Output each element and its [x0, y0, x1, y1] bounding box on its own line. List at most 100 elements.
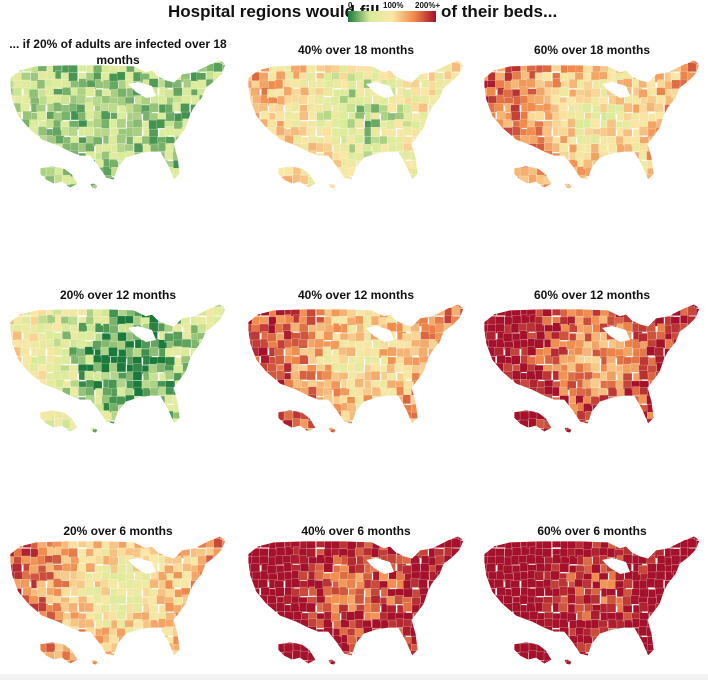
map-region: [258, 644, 268, 654]
map-region: [45, 628, 56, 638]
map-region: [191, 659, 201, 665]
map-region: [291, 184, 302, 189]
map-region: [639, 185, 649, 189]
map-region: [484, 144, 490, 155]
map-region: [205, 111, 216, 121]
map-region: [10, 659, 17, 665]
map-region: [156, 175, 167, 186]
map-region: [10, 167, 16, 177]
map-region: [140, 413, 150, 423]
map-region: [484, 620, 490, 631]
map-region: [521, 443, 530, 445]
map-region: [10, 306, 15, 316]
map-region: [10, 596, 14, 606]
map-region: [583, 444, 592, 445]
map-region: [704, 412, 708, 421]
map-region: [519, 643, 530, 653]
map-region: [694, 119, 700, 130]
map-region: [15, 635, 25, 645]
map-region: [229, 105, 236, 114]
map-region: [694, 380, 700, 390]
map-region: [315, 651, 326, 661]
map-region: [275, 386, 285, 396]
map-region: [118, 175, 128, 185]
map-region: [647, 403, 657, 414]
map-region: [323, 645, 334, 655]
map-region: [248, 346, 253, 356]
map-region: [380, 658, 390, 665]
map-region: [444, 651, 454, 661]
map-region: [607, 176, 617, 186]
map-region: [94, 536, 104, 542]
map-region: [469, 64, 474, 73]
map-region: [704, 112, 708, 121]
map-region: [10, 635, 16, 645]
map-region: [534, 338, 544, 349]
map-region: [623, 402, 634, 412]
map-region: [569, 191, 578, 200]
map-region: [484, 150, 489, 160]
map-region: [468, 112, 474, 121]
map-region: [458, 119, 464, 130]
map-region: [582, 304, 592, 309]
map-region: [229, 127, 236, 136]
map-region: [164, 333, 174, 343]
map-region: [230, 73, 236, 82]
map-region: [655, 627, 665, 637]
map-region: [489, 611, 499, 621]
map-region: [608, 436, 617, 445]
map-region: [45, 643, 56, 653]
map-region: [452, 372, 462, 383]
map-region: [592, 536, 603, 543]
map-region: [452, 177, 462, 187]
map-region: [427, 379, 437, 389]
map-region: [347, 556, 357, 567]
map-region: [15, 661, 25, 665]
map-region: [45, 396, 56, 406]
map-region: [599, 658, 609, 665]
map-region: [426, 650, 436, 661]
map-region: [543, 659, 553, 665]
map-region: [503, 536, 513, 541]
map-region: [149, 634, 160, 644]
map-region: [622, 182, 633, 189]
map-region: [23, 396, 33, 407]
map-region: [582, 536, 592, 541]
map-region: [649, 437, 658, 445]
map-region: [132, 126, 143, 137]
map-region: [511, 411, 521, 421]
map-region: [560, 192, 569, 201]
map-region: [373, 199, 382, 201]
map-region: [20, 579, 30, 589]
map-region: [646, 63, 657, 73]
map-region: [85, 586, 95, 596]
map-region: [220, 556, 226, 566]
map-region: [484, 112, 489, 123]
map-region: [346, 540, 357, 551]
map-region: [497, 396, 507, 407]
map-region: [511, 111, 521, 121]
map-region: [484, 126, 489, 137]
map-region: [20, 387, 31, 397]
map-region: [671, 579, 681, 590]
map-region: [397, 538, 407, 548]
map-region: [428, 619, 439, 630]
map-region: [29, 628, 40, 638]
map-region: [53, 428, 64, 433]
map-region: [248, 611, 255, 622]
us-outline: [483, 303, 701, 425]
map-region: [694, 316, 700, 327]
map-region: [79, 436, 88, 445]
map-region: [132, 429, 143, 433]
map-region: [607, 652, 617, 662]
map-region: [205, 185, 215, 189]
great-lakes: [366, 558, 394, 574]
map-region: [551, 411, 562, 422]
map-region: [615, 152, 625, 162]
map-region: [559, 110, 569, 120]
map-region: [527, 428, 538, 433]
map-region: [118, 429, 128, 433]
map-region: [494, 619, 505, 629]
alaska-outline: [277, 165, 317, 189]
map-region: [20, 412, 30, 422]
